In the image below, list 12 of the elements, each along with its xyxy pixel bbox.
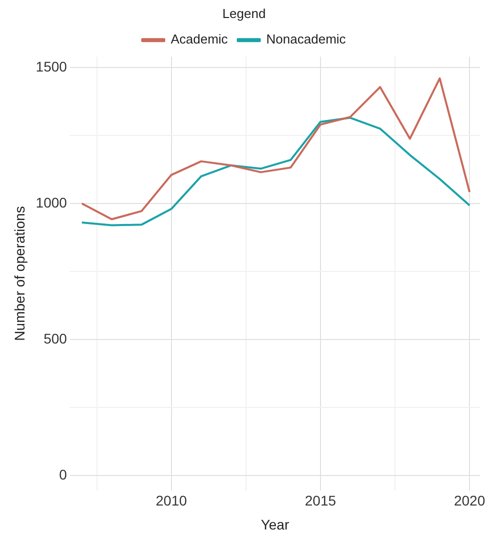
y-tick-label: 0 <box>59 466 68 482</box>
x-tick-label: 2010 <box>156 492 188 509</box>
y-tick-label: 1000 <box>36 194 68 210</box>
x-axis-title: Year <box>260 516 290 532</box>
y-axis-title: Number of operations <box>11 206 28 341</box>
x-tick-label: 2020 <box>454 492 486 509</box>
x-tick-label: 2015 <box>304 492 336 509</box>
y-tick-label: 1500 <box>36 58 68 74</box>
y-tick-label: 500 <box>44 330 68 346</box>
legend-title: Legend <box>222 6 266 22</box>
legend-label: Nonacademic <box>266 32 346 47</box>
legend-label: Academic <box>170 32 228 47</box>
